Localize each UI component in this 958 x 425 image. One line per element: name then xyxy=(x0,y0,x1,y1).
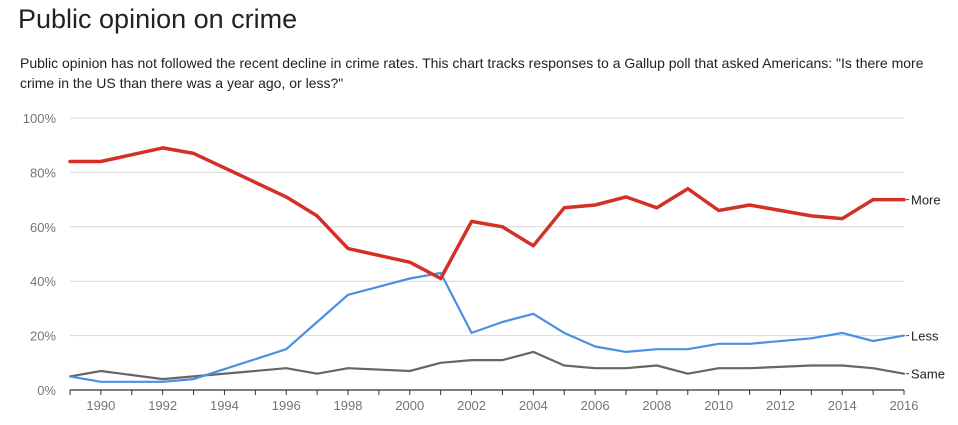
series-line-more xyxy=(68,146,906,281)
series-line-less xyxy=(68,271,906,383)
y-tick-label: 0% xyxy=(37,383,56,398)
chart-subtitle: Public opinion has not followed the rece… xyxy=(20,55,924,91)
chart-title: Public opinion on crime xyxy=(18,4,298,34)
x-tick-label: 2016 xyxy=(890,398,919,413)
x-tick-label: 2004 xyxy=(519,398,548,413)
y-tick-label: 80% xyxy=(30,165,56,180)
x-tick-label: 2012 xyxy=(766,398,795,413)
x-tick-label: 2010 xyxy=(704,398,733,413)
series-line-same xyxy=(68,350,906,381)
x-tick-label: 1998 xyxy=(334,398,363,413)
x-tick-label: 1990 xyxy=(86,398,115,413)
y-tick-label: 60% xyxy=(30,220,56,235)
y-tick-label: 100% xyxy=(23,111,57,126)
series-label-less: Less xyxy=(911,329,939,344)
x-tick-label: 2008 xyxy=(642,398,671,413)
x-tick-label: 2002 xyxy=(457,398,486,413)
y-tick-label: 40% xyxy=(30,274,56,289)
series-label-more: More xyxy=(911,193,941,208)
x-tick-label: 1996 xyxy=(272,398,301,413)
x-tick-label: 2006 xyxy=(581,398,610,413)
series-label-same: Same xyxy=(911,367,945,382)
x-tick-label: 1992 xyxy=(148,398,177,413)
y-tick-label: 20% xyxy=(30,329,56,344)
x-tick-label: 1994 xyxy=(210,398,239,413)
x-tick-label: 2014 xyxy=(828,398,857,413)
x-tick-label: 2000 xyxy=(395,398,424,413)
